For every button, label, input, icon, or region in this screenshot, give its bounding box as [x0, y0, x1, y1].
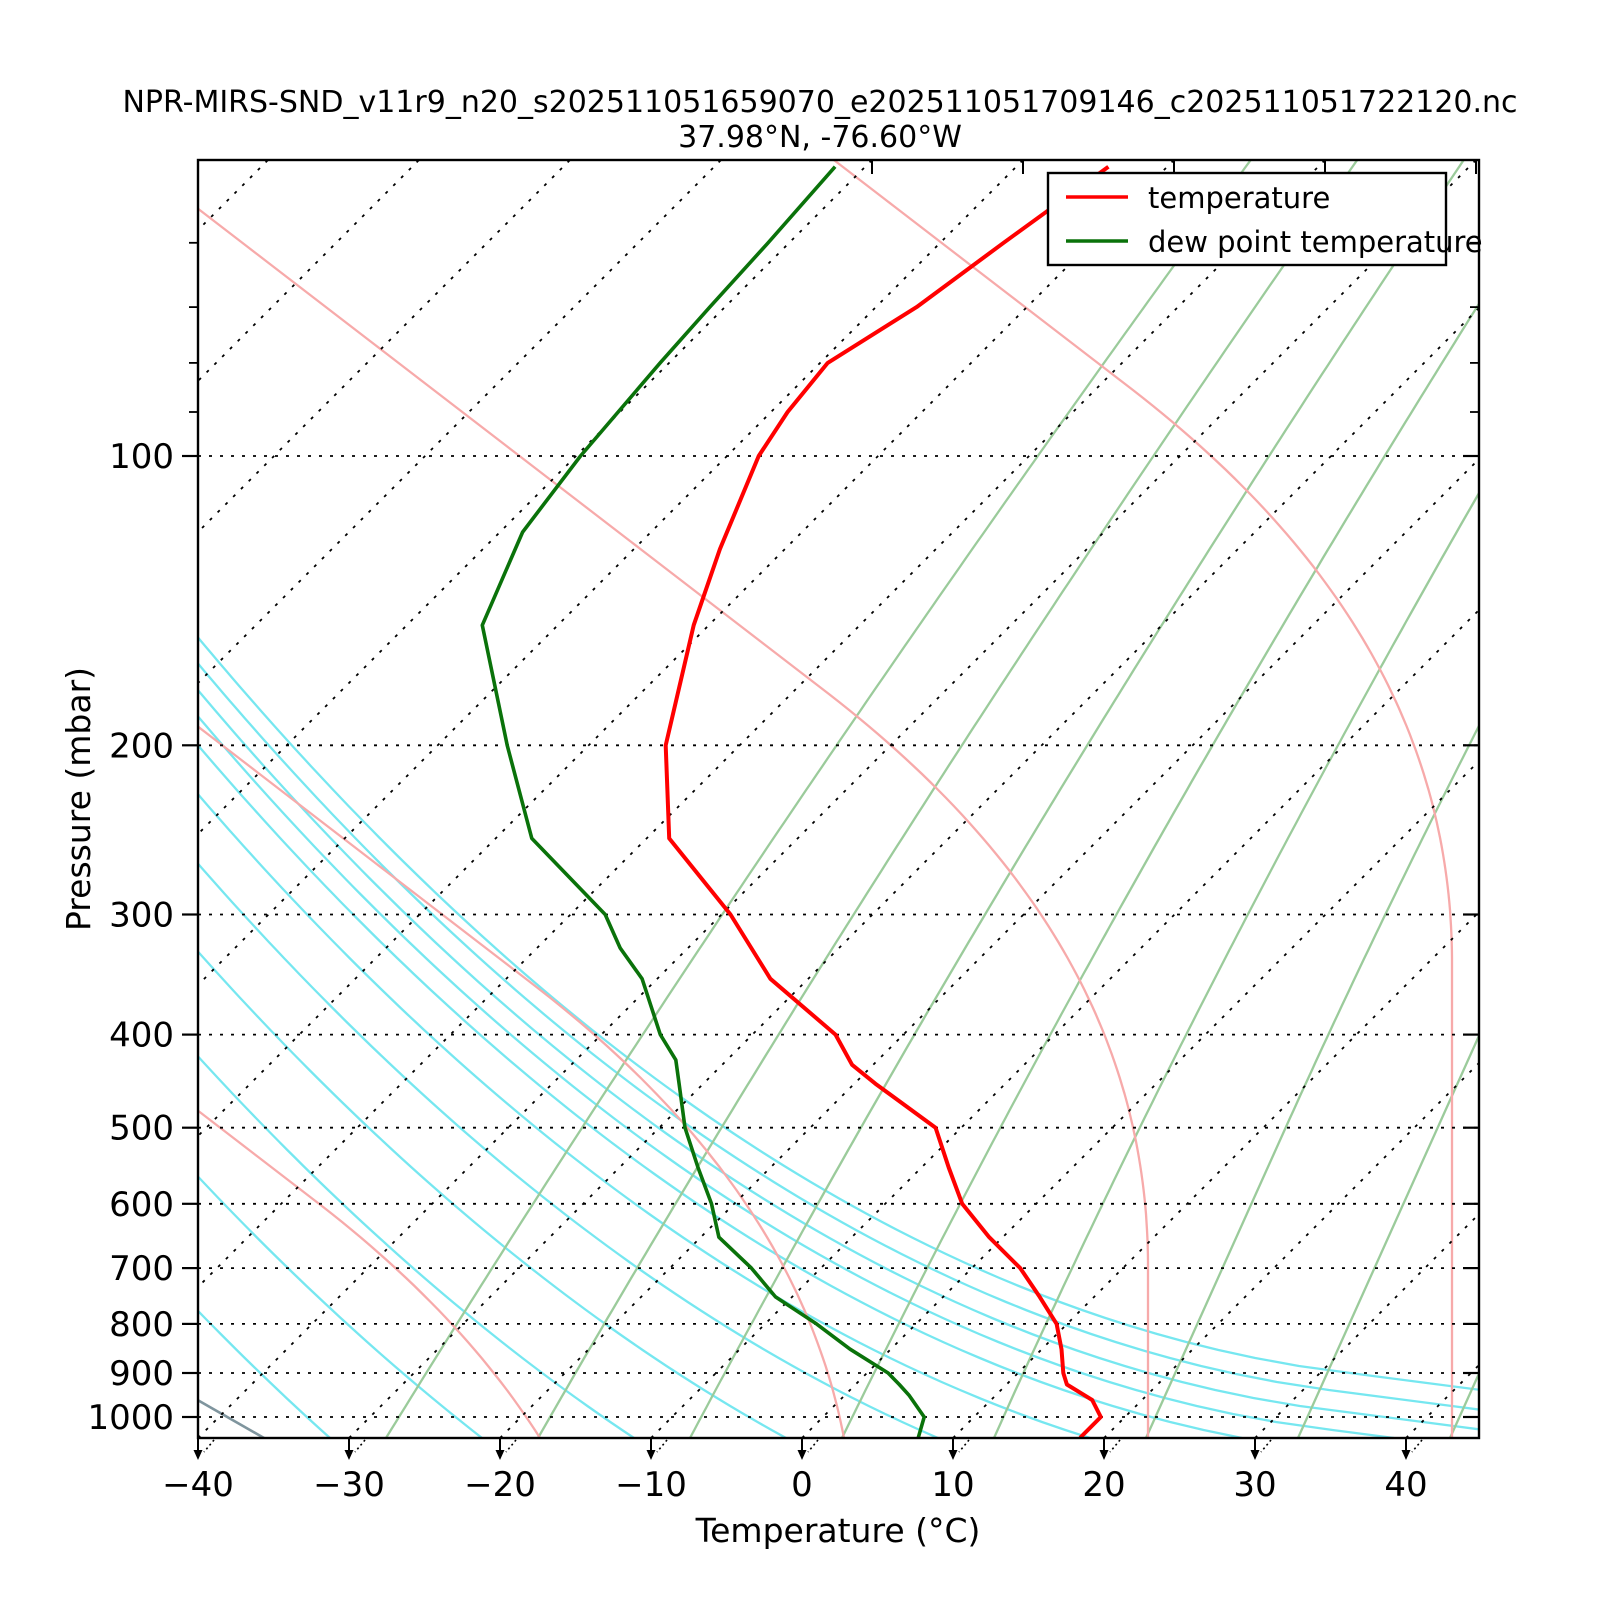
legend: temperature dew point temperature [1046, 171, 1483, 267]
isotherm-line [198, 160, 1477, 1438]
cyan-line [198, 792, 1091, 1438]
x-tick-label: 30 [1233, 1465, 1276, 1505]
y-tick-label: 800 [109, 1305, 174, 1345]
mixing-ratio-line [992, 490, 1479, 1438]
moist-adiabat-line [198, 725, 846, 1438]
legend-temperature-label: temperature [1148, 181, 1330, 215]
mixing-ratio-line [1296, 1032, 1479, 1438]
cyan-line [198, 1054, 635, 1438]
cyan-line [198, 1174, 483, 1438]
mixing-ratio-line [840, 301, 1479, 1438]
figure-title: NPR-MIRS-SND_v11r9_n20_s202511051659070_… [122, 85, 1517, 120]
moist-adiabat-line [198, 207, 1150, 1438]
y-tick-label: 200 [109, 726, 174, 766]
legend-box [1046, 171, 1448, 267]
cyan-line [198, 635, 1479, 1391]
dewpoint-curve [480, 165, 927, 1438]
mixing-ratio-line [1144, 723, 1479, 1438]
x-tick-label: 0 [791, 1465, 813, 1505]
isotherm-line [348, 306, 1479, 1438]
x-tick-label: −40 [162, 1465, 234, 1505]
x-tick-label: 10 [931, 1465, 974, 1505]
cyan-line [198, 861, 939, 1438]
y-tick-label: 300 [109, 896, 174, 936]
mixing-ratio-line [688, 160, 1466, 1438]
figure-subtitle: 37.98°N, -76.60°W [678, 120, 962, 155]
y-tick-label: 100 [109, 437, 174, 477]
y-tick-label: 700 [109, 1249, 174, 1289]
plot-border [196, 158, 1481, 1440]
y-tick-label: 400 [109, 1016, 174, 1056]
moist-adiabat-line [832, 160, 1454, 1438]
x-tick-label: −10 [615, 1465, 687, 1505]
x-tick-label: 20 [1082, 1465, 1125, 1505]
x-axis-label: Temperature (°C) [695, 1511, 981, 1550]
isotherm-line [198, 160, 1024, 987]
cyan-line [198, 743, 1243, 1438]
cyan-line [198, 1309, 331, 1438]
isotherm-line [198, 160, 873, 836]
isotherm-line [198, 160, 1326, 1289]
legend-dewpoint-label: dew point temperature [1148, 225, 1483, 259]
mixing-ratio-line [385, 160, 1253, 1438]
mixing-ratio-line [537, 160, 1359, 1438]
x-tick-label: −30 [313, 1465, 385, 1505]
cyan-line [198, 714, 1395, 1438]
y-tick-label: 1000 [87, 1398, 174, 1438]
gray-line [198, 1398, 267, 1438]
x-tick-label: 40 [1384, 1465, 1427, 1505]
y-tick-label: 600 [109, 1185, 174, 1225]
y-axis-label: Pressure (mbar) [59, 667, 98, 931]
temperature-curve [663, 165, 1110, 1438]
cyan-line [198, 661, 1479, 1411]
isotherm-line [499, 457, 1479, 1438]
cyan-line [198, 949, 787, 1438]
isotherm-line [198, 160, 1175, 1138]
isotherm-line [801, 759, 1479, 1438]
y-tick-label: 500 [109, 1109, 174, 1149]
y-tick-label: 900 [109, 1354, 174, 1394]
x-tick-label: −20 [464, 1465, 536, 1505]
axis-ticks [182, 160, 1479, 1460]
moist-adiabat-line [198, 1109, 541, 1438]
cyan-line [198, 688, 1479, 1431]
isotherm-line [650, 608, 1479, 1438]
